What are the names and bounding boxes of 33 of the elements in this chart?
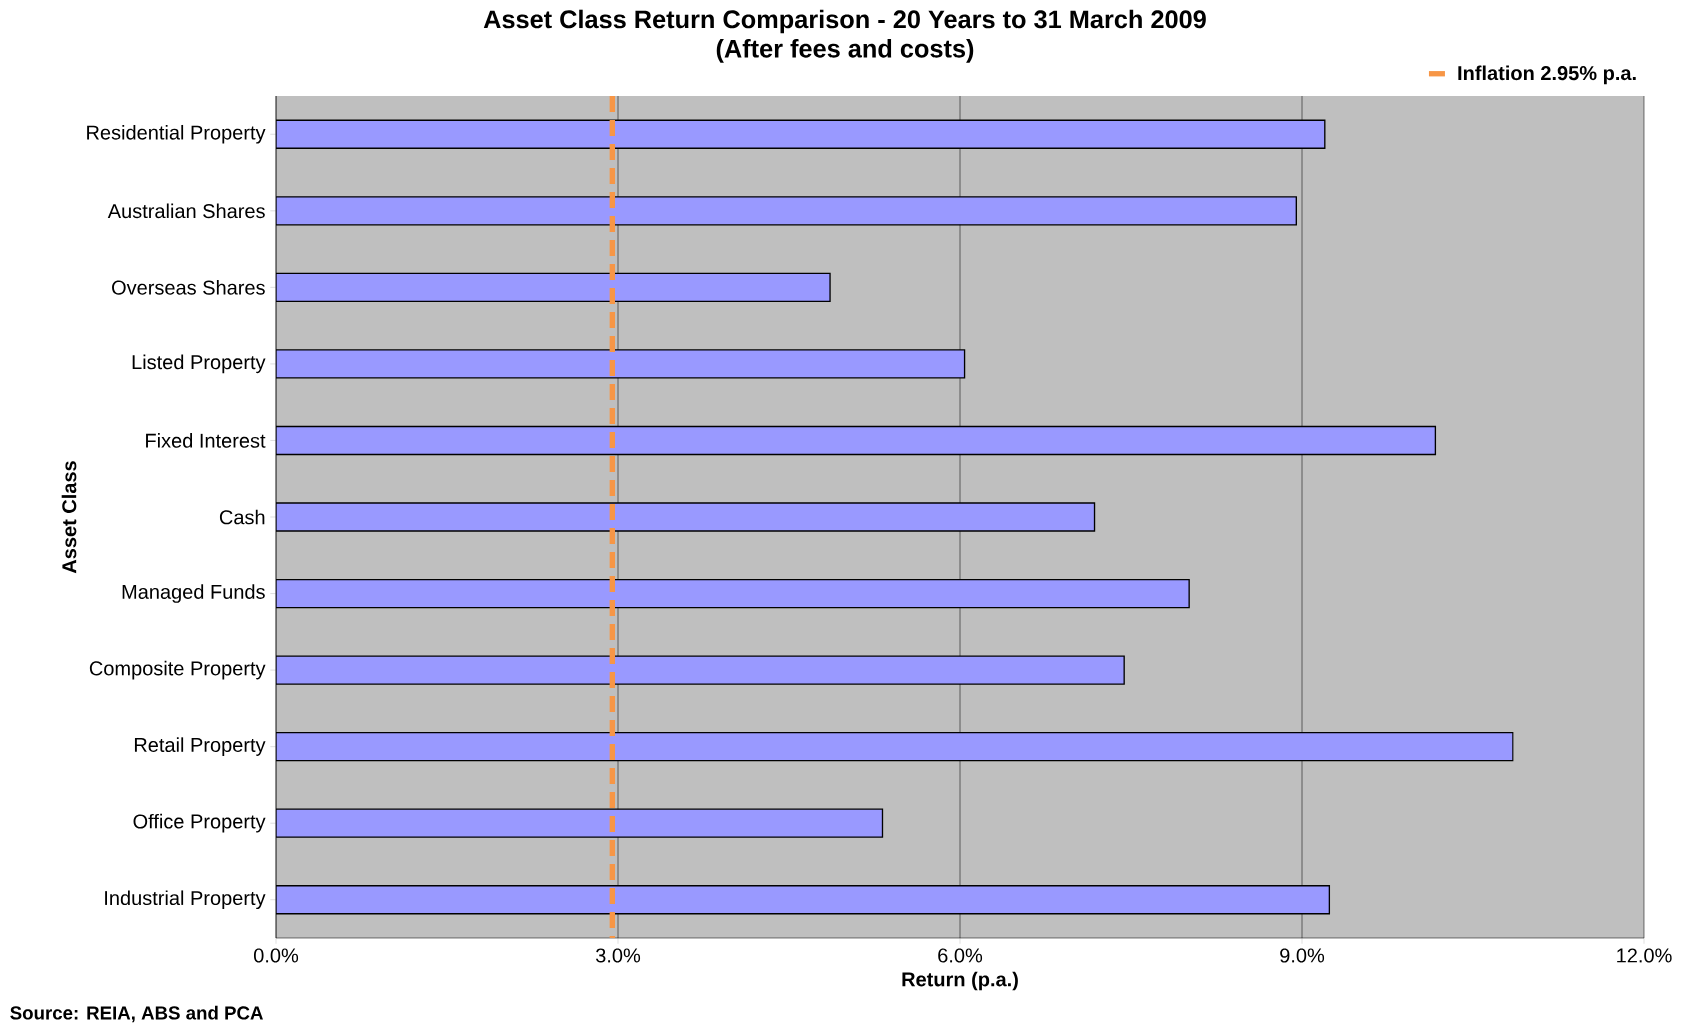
legend-label: Inflation 2.95% p.a. [1458, 65, 1636, 85]
source-note: Source: REIA, ABS and PCA [10, 1005, 263, 1023]
y-tick-label: Listed Property [132, 354, 266, 374]
y-tick-label: Industrial Property [105, 890, 266, 910]
y-tick-label: Composite Property [89, 660, 266, 680]
y-tick-label: Australian Shares [107, 203, 265, 219]
bar [276, 731, 1514, 762]
y-tick-label: Residential Property [87, 124, 266, 144]
bar [276, 502, 1096, 532]
bar [276, 578, 1190, 609]
bar [276, 885, 1331, 915]
bar [276, 272, 831, 303]
x-tick-label: 3.0% [595, 948, 641, 963]
y-tick-label: Office Property [133, 813, 266, 833]
bar [276, 349, 966, 379]
chart-subtitle: (After fees and costs) [716, 39, 974, 63]
bar [276, 655, 1125, 685]
y-tick-label: Managed Funds [122, 584, 265, 603]
x-tick-label: 6.0% [938, 948, 983, 963]
bar [276, 425, 1437, 456]
bar [276, 119, 1326, 149]
y-tick-label: Cash [219, 509, 265, 525]
chart-title: Asset Class Return Comparison - 20 Years to 31 March 2009 [483, 9, 1206, 34]
y-tick-label: Overseas Shares [112, 280, 265, 295]
y-tick-label: Retail Property [134, 737, 266, 756]
bar [276, 196, 1297, 226]
bar [276, 808, 884, 838]
x-tick-label: 0.0% [253, 948, 299, 963]
x-axis-title: Return (p.a.) [902, 971, 1018, 991]
x-tick-label: 9.0% [1280, 948, 1325, 963]
x-tick-label: 12.0% [1617, 948, 1672, 963]
y-tick-label: Fixed Interest [146, 433, 266, 448]
y-axis-title: Asset Class [61, 461, 77, 574]
